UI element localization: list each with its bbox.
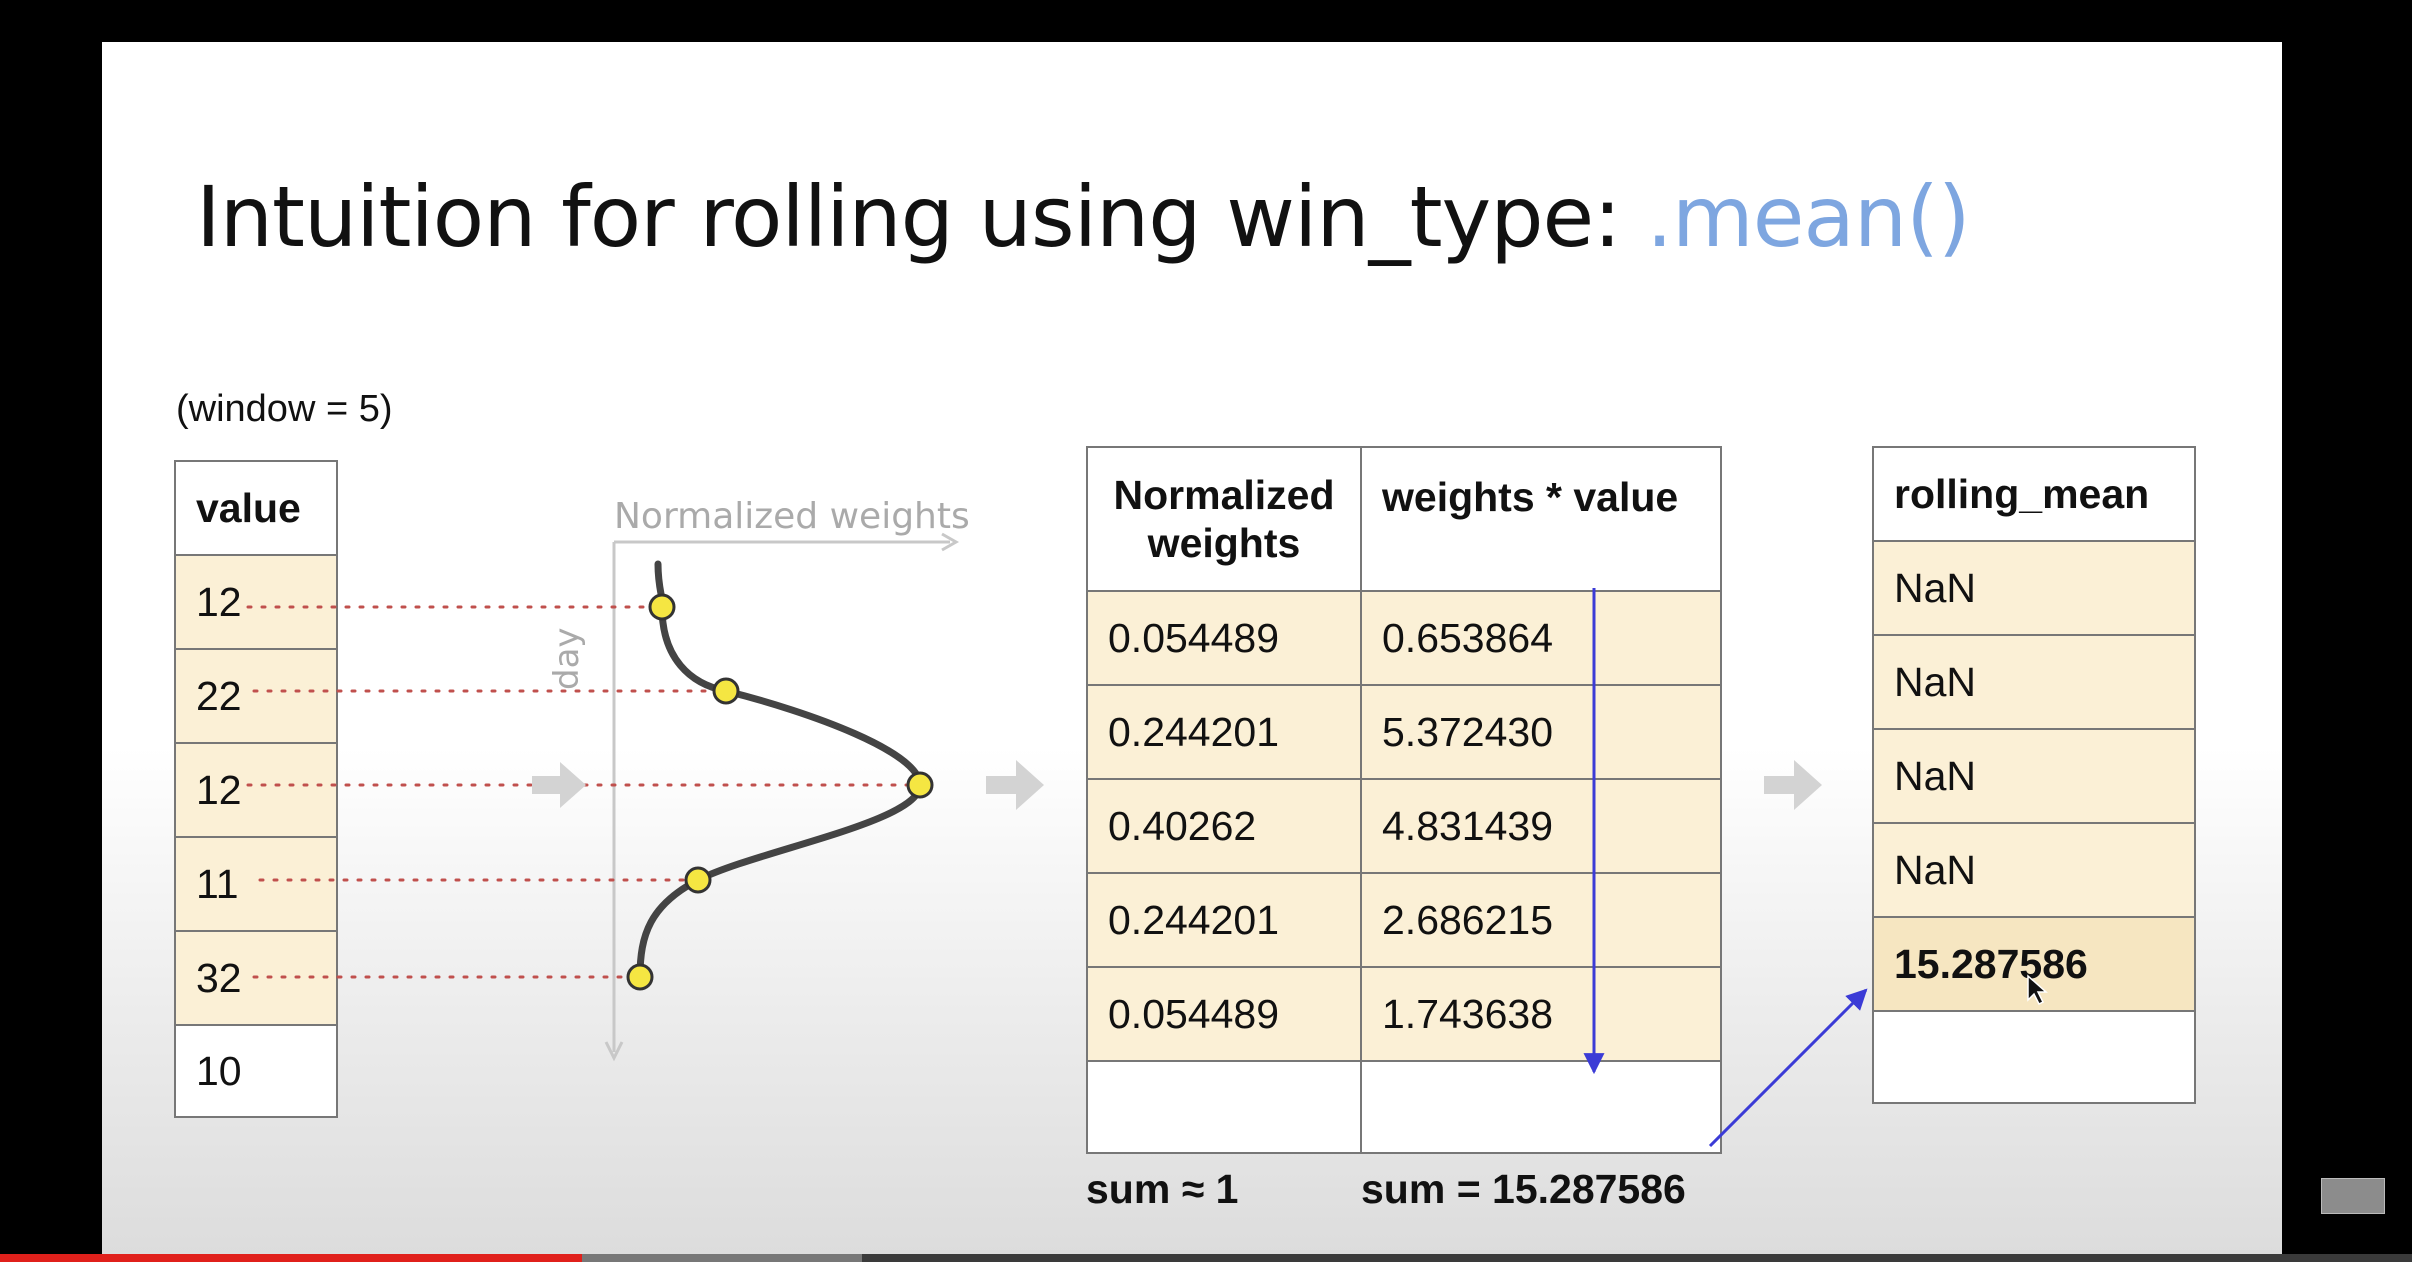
slide-title: Intuition for rolling using win_type: .m… bbox=[196, 168, 1971, 266]
rolling-cell: NaN bbox=[1872, 634, 2196, 730]
value-cell: 10 bbox=[174, 1024, 338, 1118]
value-cell: 22 bbox=[174, 648, 338, 744]
title-accent: .mean() bbox=[1646, 168, 1970, 266]
product-cell: 4.831439 bbox=[1360, 778, 1722, 874]
value-cell: 32 bbox=[174, 930, 338, 1026]
product-cell: 2.686215 bbox=[1360, 872, 1722, 968]
products-header: weights * value bbox=[1360, 446, 1722, 592]
title-main: Intuition for rolling using win_type: bbox=[196, 168, 1647, 266]
rolling-cell: NaN bbox=[1872, 540, 2196, 636]
weight-cell bbox=[1086, 1060, 1362, 1154]
rolling-cell bbox=[1872, 1010, 2196, 1104]
value-header: value bbox=[174, 460, 338, 556]
weight-cell: 0.054489 bbox=[1086, 966, 1362, 1062]
progress-buffered bbox=[582, 1254, 862, 1262]
value-cell: 12 bbox=[174, 742, 338, 838]
weight-cell: 0.054489 bbox=[1086, 590, 1362, 686]
weight-cell: 0.40262 bbox=[1086, 778, 1362, 874]
product-cell: 5.372430 bbox=[1360, 684, 1722, 780]
video-progress-bar[interactable] bbox=[0, 1254, 2412, 1262]
rolling-header: rolling_mean bbox=[1872, 446, 2196, 542]
value-cell: 11 bbox=[174, 836, 338, 932]
product-cell bbox=[1360, 1060, 1722, 1154]
weight-cell: 0.244201 bbox=[1086, 872, 1362, 968]
channel-watermark-logo bbox=[2321, 1178, 2385, 1214]
progress-played bbox=[0, 1254, 582, 1262]
weights-header: Normalized weights bbox=[1086, 446, 1362, 592]
product-cell: 1.743638 bbox=[1360, 966, 1722, 1062]
window-label: (window = 5) bbox=[176, 388, 393, 430]
rolling-cell: NaN bbox=[1872, 728, 2196, 824]
rolling-result-cell: 15.287586 bbox=[1872, 916, 2196, 1012]
sum-weights-label: sum ≈ 1 bbox=[1086, 1166, 1239, 1212]
weight-cell: 0.244201 bbox=[1086, 684, 1362, 780]
rolling-cell: NaN bbox=[1872, 822, 2196, 918]
sum-products-label: sum = 15.287586 bbox=[1361, 1166, 1686, 1212]
value-cell: 12 bbox=[174, 554, 338, 650]
product-cell: 0.653864 bbox=[1360, 590, 1722, 686]
